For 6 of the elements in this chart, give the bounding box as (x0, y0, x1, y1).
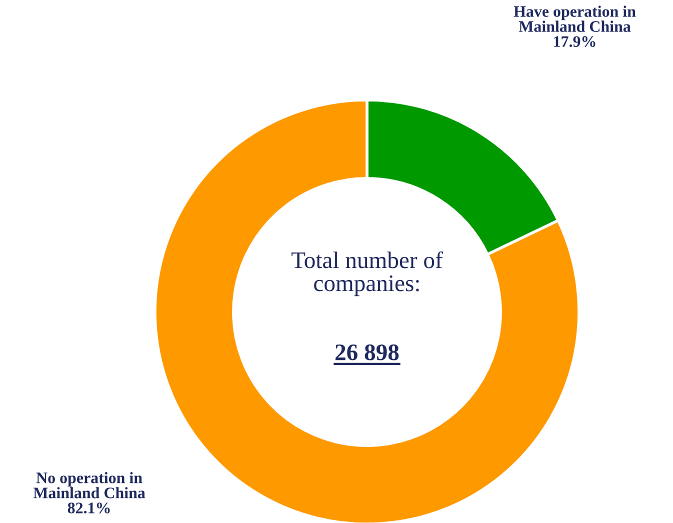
text: Total number of companies: (292, 251, 443, 296)
slice-label: Have operation in Mainland China (514, 6, 636, 32)
data-label: 17.9% (554, 36, 596, 48)
data-label: 82.1% (68, 502, 110, 514)
text: 26 898 (336, 344, 399, 360)
slice-label: No operation in Mainland China (33, 472, 146, 498)
